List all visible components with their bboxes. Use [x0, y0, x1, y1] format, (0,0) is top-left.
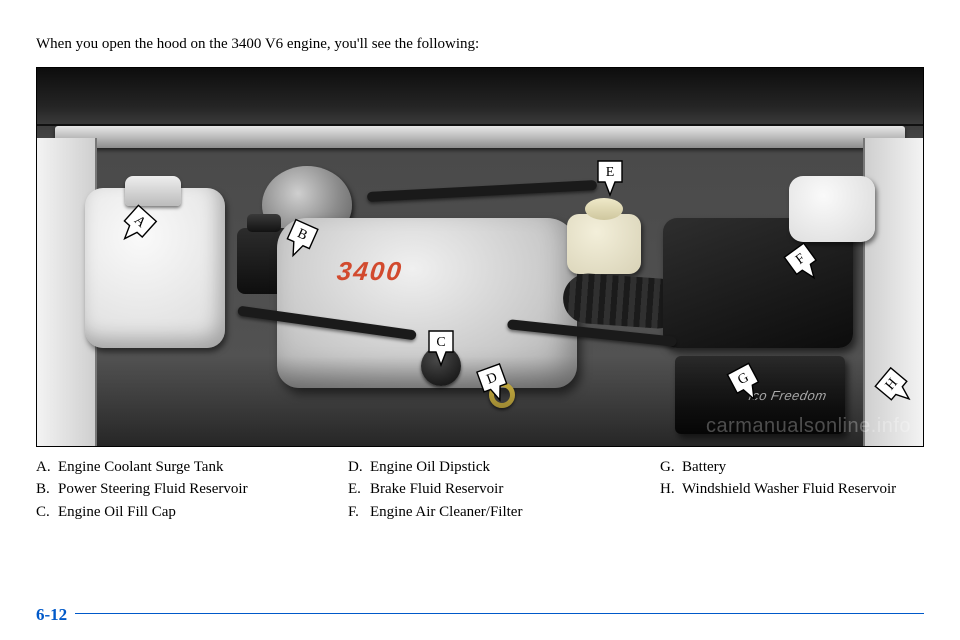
coolant-surge-tank	[85, 188, 225, 348]
legend-letter: A.	[36, 457, 58, 477]
legend-item: F. Engine Air Cleaner/Filter	[348, 502, 612, 522]
legend-col-3: G. Battery H. Windshield Washer Fluid Re…	[660, 457, 924, 524]
brake-fluid-cap	[585, 198, 623, 220]
hood-underside	[37, 68, 923, 126]
legend-letter: C.	[36, 502, 58, 522]
footer-rule: 6-12	[36, 613, 924, 614]
legend-item: C. Engine Oil Fill Cap	[36, 502, 300, 522]
hose	[367, 180, 597, 202]
legend-letter: E.	[348, 479, 370, 499]
legend-col-2: D. Engine Oil Dipstick E. Brake Fluid Re…	[348, 457, 612, 524]
legend-text: Windshield Washer Fluid Reservoir	[682, 479, 896, 499]
legend-item: A. Engine Coolant Surge Tank	[36, 457, 300, 477]
legend-text: Battery	[682, 457, 726, 477]
legend-text: Power Steering Fluid Reservoir	[58, 479, 248, 499]
engine-badge-text: 3400	[335, 256, 404, 287]
legend-col-1: A. Engine Coolant Surge Tank B. Power St…	[36, 457, 300, 524]
coolant-cap	[125, 176, 181, 206]
intro-text: When you open the hood on the 3400 V6 en…	[36, 36, 924, 53]
shadow-gradient	[97, 356, 863, 446]
legend-letter: D.	[348, 457, 370, 477]
legend-text: Engine Air Cleaner/Filter	[370, 502, 522, 522]
radiator-support	[55, 126, 906, 148]
callout-E: E	[595, 158, 625, 198]
legend-letter: G.	[660, 457, 682, 477]
page-number: 6-12	[36, 605, 75, 625]
legend-item: B. Power Steering Fluid Reservoir	[36, 479, 300, 499]
legend: A. Engine Coolant Surge Tank B. Power St…	[36, 457, 924, 524]
brake-fluid-reservoir	[567, 214, 641, 274]
legend-text: Engine Oil Fill Cap	[58, 502, 176, 522]
legend-item: H. Windshield Washer Fluid Reservoir	[660, 479, 924, 499]
legend-letter: H.	[660, 479, 682, 499]
legend-item: E. Brake Fluid Reservoir	[348, 479, 612, 499]
callout-letter: E	[606, 165, 615, 180]
legend-letter: B.	[36, 479, 58, 499]
legend-text: Engine Coolant Surge Tank	[58, 457, 223, 477]
legend-text: Brake Fluid Reservoir	[370, 479, 503, 499]
legend-item: D. Engine Oil Dipstick	[348, 457, 612, 477]
power-steering-cap	[247, 214, 281, 232]
washer-fluid-reservoir	[789, 176, 875, 242]
legend-text: Engine Oil Dipstick	[370, 457, 490, 477]
legend-letter: F.	[348, 502, 370, 522]
legend-item: G. Battery	[660, 457, 924, 477]
engine-bay-figure: 3400 lco Freedom A B C D E F	[36, 67, 924, 447]
